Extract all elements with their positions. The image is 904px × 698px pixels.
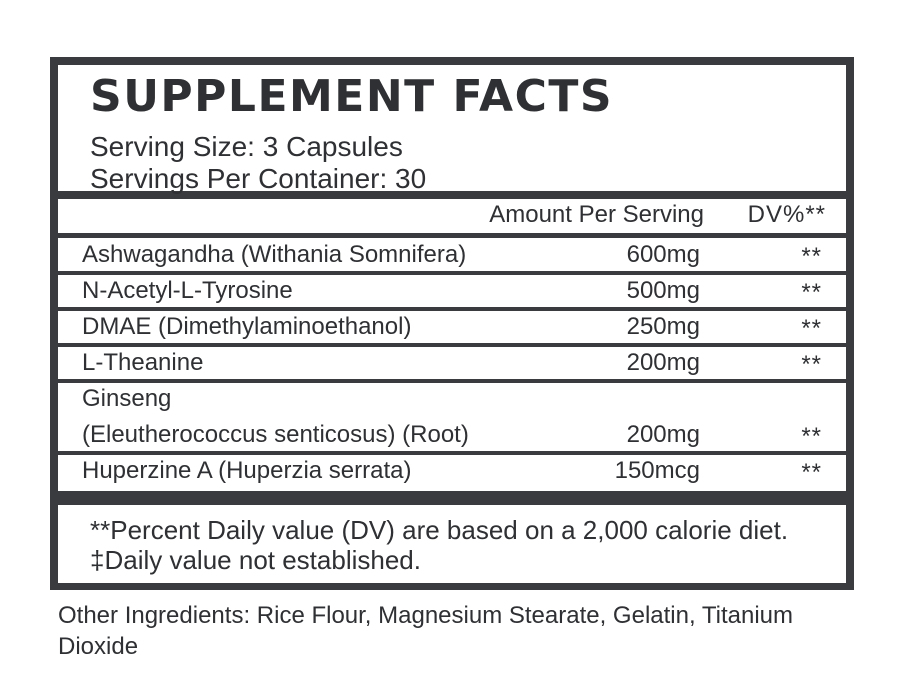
ingredient-row: L-Theanine 200mg ** <box>58 347 846 379</box>
facts-title: SUPPLEMENT FACTS <box>90 71 614 122</box>
ingredient-row: N-Acetyl-L-Tyrosine 500mg ** <box>58 275 846 307</box>
ingredient-name: Ginseng <box>82 385 172 412</box>
ingredient-row: Ashwagandha (Withania Somnifera) 600mg *… <box>58 238 846 271</box>
servings-per-container: Servings Per Container: 30 <box>90 163 427 194</box>
ingredient-amount: 200mg <box>626 421 700 448</box>
ingredient-dv: ** <box>801 423 822 450</box>
ingredient-dv: ** <box>801 351 822 378</box>
ingredient-name-line2: (Eleutherococcus senticosus) (Root) <box>82 421 469 448</box>
amount-column-header: Amount Per Serving <box>489 201 704 228</box>
footnote-not-established: ‡Daily value not established. <box>90 545 421 575</box>
ingredient-amount: 150mcg <box>614 457 700 484</box>
ingredient-name: L-Theanine <box>82 349 204 376</box>
ingredient-amount: 250mg <box>626 313 700 340</box>
column-header-row: Amount Per Serving DV%** <box>58 199 846 233</box>
ingredient-row: Ginseng (Eleutherococcus senticosus) (Ro… <box>58 383 846 451</box>
ingredient-dv: ** <box>801 459 822 486</box>
supplement-facts-panel: SUPPLEMENT FACTS Serving Size: 3 Capsule… <box>50 57 854 590</box>
ingredient-dv: ** <box>801 279 822 306</box>
ingredient-amount: 200mg <box>626 349 700 376</box>
ingredient-dv: ** <box>801 315 822 342</box>
dv-column-header: DV%** <box>747 201 826 228</box>
ingredient-row: DMAE (Dimethylaminoethanol) 250mg ** <box>58 311 846 343</box>
footnotes: **Percent Daily value (DV) are based on … <box>58 505 846 583</box>
ingredient-name: Huperzine A (Huperzia serrata) <box>82 457 412 484</box>
ingredient-row: Huperzine A (Huperzia serrata) 150mcg ** <box>58 455 846 491</box>
facts-header: SUPPLEMENT FACTS Serving Size: 3 Capsule… <box>58 65 846 194</box>
ingredient-dv: ** <box>801 243 822 270</box>
ingredient-amount: 600mg <box>626 241 700 268</box>
other-ingredients: Other Ingredients: Rice Flour, Magnesium… <box>58 602 794 660</box>
ingredient-name: Ashwagandha (Withania Somnifera) <box>82 241 467 268</box>
ingredient-amount: 500mg <box>626 277 700 304</box>
ingredient-name: DMAE (Dimethylaminoethanol) <box>82 313 412 340</box>
serving-size: Serving Size: 3 Capsules <box>90 131 403 162</box>
ingredient-name: N-Acetyl-L-Tyrosine <box>82 277 293 304</box>
footnote-dv: **Percent Daily value (DV) are based on … <box>90 515 789 545</box>
